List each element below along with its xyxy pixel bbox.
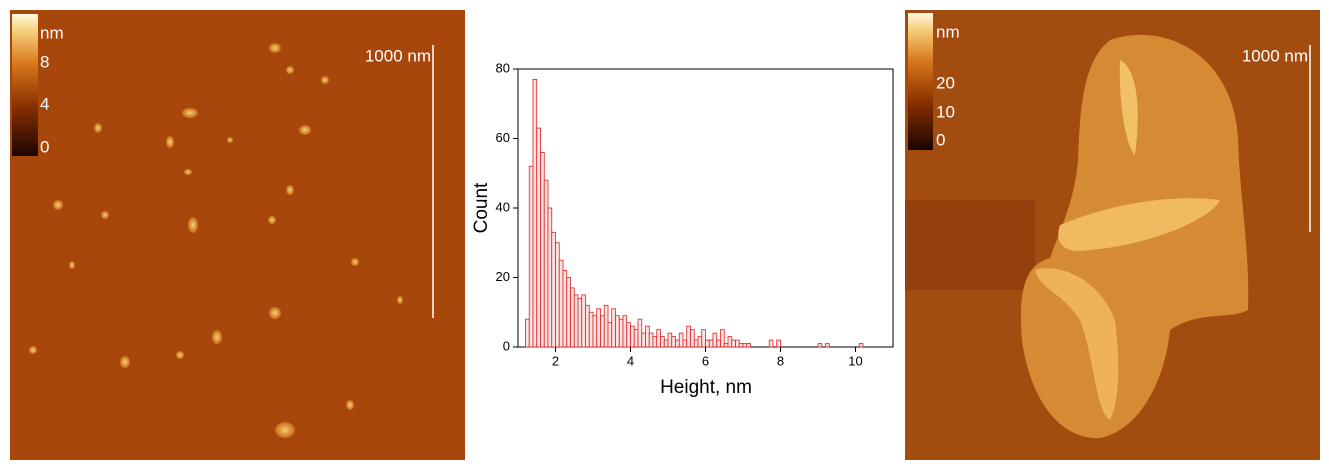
bar (633, 329, 639, 348)
bar (738, 343, 744, 348)
colorbar-tick: 20 (936, 73, 955, 92)
bar (678, 332, 684, 348)
bar (697, 336, 703, 348)
bar (720, 329, 725, 348)
bar (746, 343, 751, 348)
bar (577, 297, 583, 348)
bar (581, 294, 586, 348)
bar (663, 339, 669, 348)
afm-image-right: nm 20 10 0 1000 nm (905, 10, 1320, 460)
bar (641, 332, 646, 348)
bar (660, 336, 665, 348)
bar (667, 332, 673, 348)
bar (768, 339, 774, 348)
y-tick-label: 40 (496, 199, 510, 214)
bar (585, 304, 590, 348)
x-tick-label: 10 (848, 353, 862, 368)
bar (675, 339, 680, 348)
bar (532, 79, 538, 348)
bar (573, 294, 579, 348)
bar (588, 311, 594, 348)
bar (671, 336, 676, 348)
colorbar-tick: 0 (40, 137, 49, 156)
bar (562, 270, 568, 348)
bar (558, 259, 564, 348)
bar (705, 339, 710, 348)
bar (626, 322, 631, 348)
bar (656, 329, 661, 348)
colorbar-tick: 10 (936, 102, 955, 121)
bar (536, 127, 541, 348)
bar (817, 343, 823, 348)
bar (652, 336, 658, 348)
colorbar-tick: 8 (40, 52, 49, 71)
bar (742, 343, 748, 348)
bar (570, 287, 575, 348)
bar (596, 308, 601, 348)
bar (701, 329, 706, 348)
y-tick-label: 0 (503, 338, 510, 353)
y-axis-label: Count (471, 182, 492, 233)
y-tick-label: 20 (496, 269, 510, 284)
x-tick-label: 2 (552, 353, 559, 368)
bar (712, 332, 718, 348)
bar (543, 179, 549, 348)
bar (731, 339, 736, 348)
bar (555, 242, 560, 348)
bar (735, 339, 740, 348)
bar (708, 339, 714, 348)
bar (600, 315, 605, 348)
bar (858, 343, 864, 348)
bar (637, 318, 643, 348)
bar (648, 332, 654, 348)
colorbar-tick: 0 (936, 130, 945, 149)
bar (525, 318, 530, 348)
bar (686, 325, 691, 348)
bar (825, 343, 830, 348)
x-tick-label: 4 (627, 353, 634, 368)
bar (611, 308, 616, 348)
bar (551, 231, 556, 348)
bar (727, 336, 733, 348)
bar (592, 315, 598, 348)
bar (618, 318, 624, 348)
x-tick-label: 6 (702, 353, 709, 368)
scale-bar-label: 1000 nm (365, 46, 431, 65)
afm-image-left: nm 8 4 0 1000 nm (10, 10, 465, 460)
x-tick-label: 8 (777, 353, 784, 368)
bar (615, 315, 620, 348)
bar (776, 339, 781, 348)
bar (528, 165, 534, 348)
bar (645, 325, 650, 348)
y-tick-label: 80 (496, 60, 510, 75)
bar (693, 339, 699, 348)
x-axis-label: Height, nm (660, 377, 752, 398)
bar (603, 304, 609, 348)
bar (540, 151, 545, 348)
colorbar-unit: nm (936, 22, 960, 41)
scale-bar-label: 1000 nm (1242, 46, 1308, 65)
bar (547, 207, 553, 348)
bar (607, 322, 613, 348)
bar (723, 343, 729, 348)
y-tick-label: 60 (496, 130, 510, 145)
colorbar-unit: nm (40, 23, 64, 42)
bar (566, 277, 571, 348)
bar (682, 339, 688, 348)
bar (690, 329, 695, 348)
bar (622, 315, 628, 348)
colorbar-tick: 4 (40, 94, 49, 113)
bar (716, 339, 721, 348)
bar (630, 325, 635, 348)
